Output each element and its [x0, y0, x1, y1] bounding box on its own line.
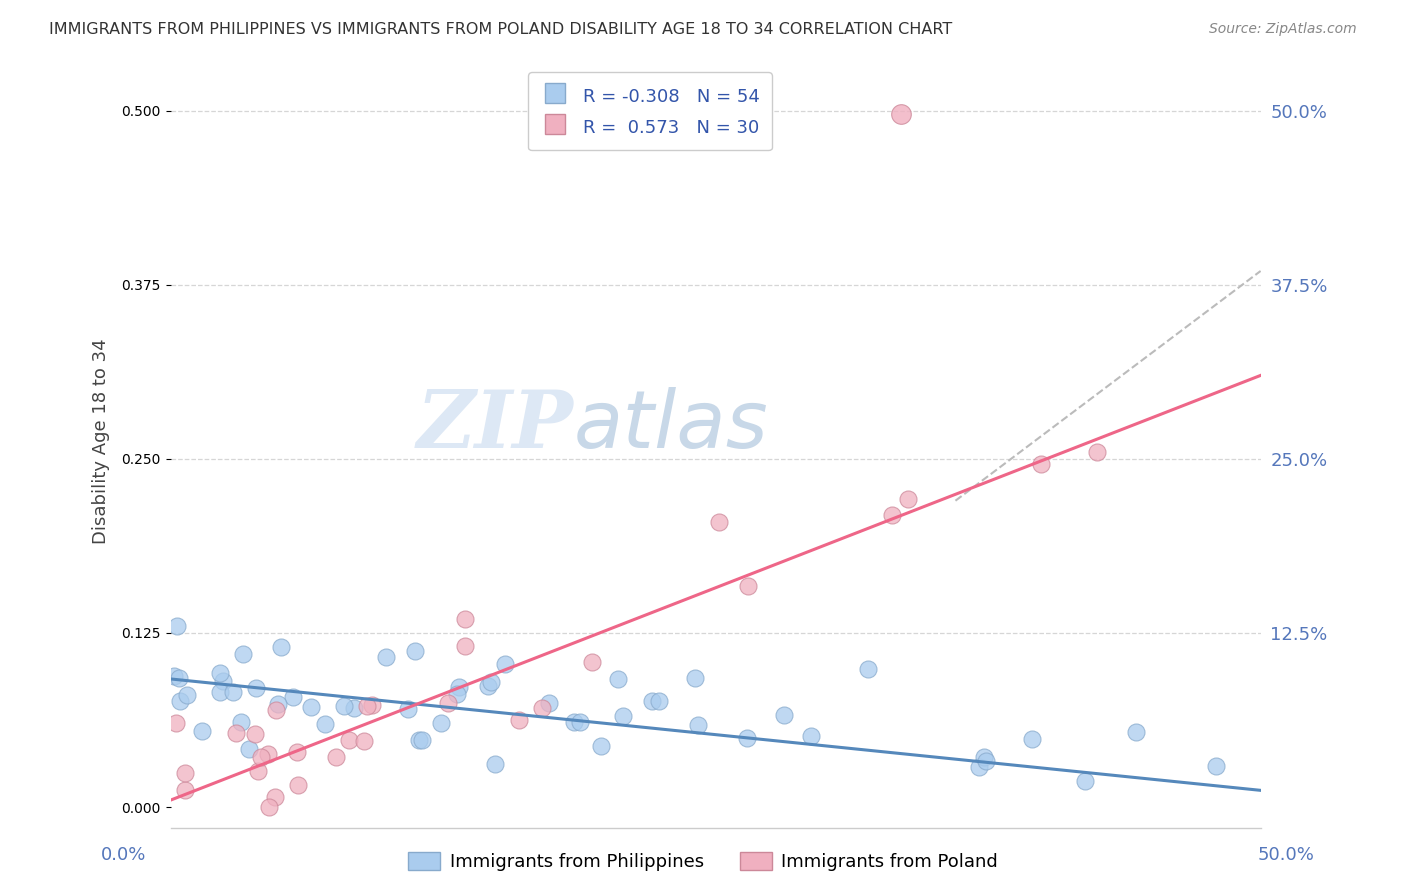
Point — [530, 701, 553, 715]
Point — [229, 714, 252, 729]
Point — [243, 727, 266, 741]
Point — [287, 778, 309, 792]
Point — [454, 612, 477, 626]
Point — [430, 716, 453, 731]
Point — [267, 698, 290, 712]
Point — [325, 750, 347, 764]
Point — [1074, 774, 1097, 789]
Point — [856, 662, 879, 676]
Point — [257, 800, 280, 814]
Point — [238, 742, 260, 756]
Point — [270, 640, 292, 654]
Point — [174, 766, 197, 780]
Point — [211, 673, 233, 688]
Point — [176, 688, 198, 702]
Point — [562, 714, 585, 729]
Point — [257, 747, 280, 761]
Point — [640, 694, 662, 708]
Point — [167, 671, 190, 685]
Point — [353, 733, 375, 747]
Point — [612, 708, 634, 723]
Point — [648, 694, 671, 708]
Point — [454, 639, 477, 653]
Point — [589, 739, 612, 753]
Point — [773, 707, 796, 722]
Point — [208, 685, 231, 699]
Text: IMMIGRANTS FROM PHILIPPINES VS IMMIGRANTS FROM POLAND DISABILITY AGE 18 TO 34 CO: IMMIGRANTS FROM PHILIPPINES VS IMMIGRANT… — [49, 22, 952, 37]
Point — [337, 733, 360, 747]
Point — [1021, 732, 1043, 747]
Point — [245, 681, 267, 695]
Point — [737, 579, 759, 593]
Point — [484, 756, 506, 771]
Point — [709, 515, 731, 529]
Point — [162, 669, 184, 683]
Point — [890, 106, 912, 120]
Point — [477, 679, 499, 693]
Point — [360, 698, 382, 712]
Point — [314, 716, 336, 731]
Point — [225, 726, 247, 740]
Legend: R = -0.308   N = 54, R =  0.573   N = 30: R = -0.308 N = 54, R = 0.573 N = 30 — [529, 72, 772, 150]
Point — [568, 714, 591, 729]
Text: 50.0%: 50.0% — [1258, 846, 1315, 863]
Point — [882, 508, 904, 523]
Point — [411, 733, 433, 747]
Point — [281, 690, 304, 704]
Point — [264, 703, 287, 717]
Point — [800, 729, 823, 743]
Point — [169, 694, 191, 708]
Point — [437, 696, 460, 710]
Point — [446, 687, 468, 701]
Point — [263, 790, 285, 805]
Point — [508, 714, 530, 728]
Text: ZIP: ZIP — [418, 387, 574, 465]
Point — [191, 723, 214, 738]
Point — [232, 647, 254, 661]
Legend: Immigrants from Philippines, Immigrants from Poland: Immigrants from Philippines, Immigrants … — [401, 845, 1005, 879]
Point — [208, 665, 231, 680]
Point — [1085, 445, 1108, 459]
Point — [299, 699, 322, 714]
Point — [374, 649, 396, 664]
Point — [222, 685, 245, 699]
Point — [607, 672, 630, 686]
Point — [447, 680, 470, 694]
Point — [683, 671, 706, 685]
Text: Source: ZipAtlas.com: Source: ZipAtlas.com — [1209, 22, 1357, 37]
Text: atlas: atlas — [574, 387, 769, 465]
Point — [247, 764, 270, 778]
Point — [408, 733, 430, 747]
Point — [967, 760, 990, 774]
Point — [1125, 725, 1147, 739]
Point — [494, 657, 516, 671]
Point — [737, 731, 759, 745]
Point — [974, 755, 997, 769]
Point — [356, 698, 378, 713]
Point — [686, 718, 709, 732]
Point — [396, 701, 419, 715]
Y-axis label: Disability Age 18 to 34: Disability Age 18 to 34 — [93, 339, 110, 544]
Point — [581, 656, 603, 670]
Point — [285, 745, 308, 759]
Point — [897, 491, 920, 506]
Point — [249, 750, 271, 764]
Point — [173, 783, 195, 797]
Point — [479, 674, 502, 689]
Point — [973, 750, 995, 764]
Text: 0.0%: 0.0% — [101, 846, 146, 863]
Point — [1205, 759, 1227, 773]
Point — [538, 697, 561, 711]
Point — [166, 619, 188, 633]
Point — [166, 716, 188, 731]
Point — [404, 644, 426, 658]
Point — [1031, 457, 1053, 471]
Point — [343, 700, 366, 714]
Point — [332, 699, 354, 714]
